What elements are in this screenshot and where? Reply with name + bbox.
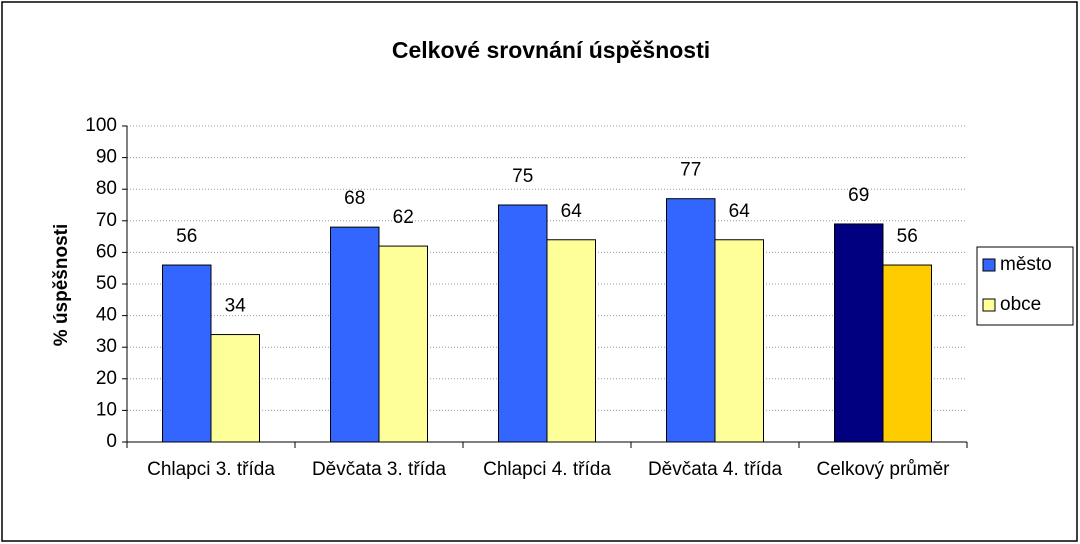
bar [210, 334, 260, 443]
y-tick-label: 20 [96, 368, 117, 389]
bar [378, 245, 428, 443]
bar [834, 223, 884, 443]
y-tick-label: 30 [96, 336, 117, 357]
data-label: 69 [848, 185, 869, 206]
chart-title: Celkové srovnání úspěšnosti [392, 37, 710, 63]
y-tick-label: 80 [96, 178, 117, 199]
data-label: 62 [393, 207, 414, 228]
bar [714, 239, 764, 443]
legend-swatch [982, 258, 996, 272]
data-label: 64 [729, 201, 751, 222]
bar [498, 204, 548, 443]
data-label: 77 [680, 160, 701, 181]
bar [666, 198, 716, 443]
y-tick-label: 40 [96, 305, 117, 326]
y-tick-label: 10 [96, 399, 117, 420]
legend-swatch [982, 298, 996, 312]
y-tick-label: 100 [85, 115, 117, 136]
x-tick-label: Chlapci 4. třída [483, 459, 611, 480]
data-label: 34 [225, 296, 247, 317]
bar [330, 226, 380, 443]
x-tick-label: Děvčata 4. třída [648, 459, 783, 480]
x-tick-label: Chlapci 3. třída [147, 459, 275, 480]
legend-label: obce [1000, 294, 1041, 315]
data-label: 56 [176, 226, 197, 247]
data-label: 64 [561, 201, 583, 222]
y-tick-label: 70 [96, 210, 117, 231]
y-tick-label: 50 [96, 273, 117, 294]
x-tick-label: Děvčata 3. třída [312, 459, 447, 480]
data-label: 75 [512, 166, 533, 187]
bar [882, 264, 932, 443]
x-tick-label: Celkový průměr [816, 459, 950, 480]
bar [162, 264, 212, 443]
y-tick-label: 0 [106, 431, 117, 452]
data-label: 56 [897, 226, 918, 247]
legend-label: město [1000, 254, 1052, 275]
bar [546, 239, 596, 443]
y-tick-label: 90 [96, 147, 117, 168]
y-tick-label: 60 [96, 241, 117, 262]
y-axis-label: % úspěšnosti [51, 224, 72, 346]
data-label: 68 [344, 188, 365, 209]
